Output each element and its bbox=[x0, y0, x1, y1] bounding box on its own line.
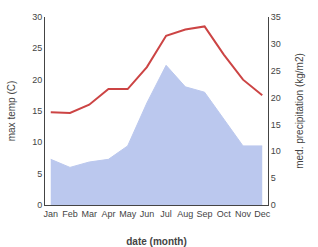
svg-text:10: 10 bbox=[271, 146, 281, 156]
svg-text:Oct: Oct bbox=[217, 209, 232, 219]
svg-text:Dec: Dec bbox=[254, 209, 271, 219]
svg-text:25: 25 bbox=[32, 43, 42, 53]
svg-text:20: 20 bbox=[271, 93, 281, 103]
svg-text:Jul: Jul bbox=[160, 209, 172, 219]
svg-text:Mar: Mar bbox=[81, 209, 97, 219]
svg-text:0: 0 bbox=[37, 200, 42, 210]
svg-text:0: 0 bbox=[271, 200, 276, 210]
svg-text:15: 15 bbox=[271, 120, 281, 130]
svg-text:Apr: Apr bbox=[101, 209, 115, 219]
svg-text:Aug: Aug bbox=[177, 209, 193, 219]
svg-text:5: 5 bbox=[37, 169, 42, 179]
svg-text:May: May bbox=[119, 209, 137, 219]
svg-text:Jun: Jun bbox=[140, 209, 155, 219]
svg-text:Sep: Sep bbox=[197, 209, 213, 219]
svg-text:35: 35 bbox=[271, 12, 281, 22]
svg-text:max temp (C): max temp (C) bbox=[6, 81, 17, 142]
svg-text:med. precipitation (kg/m2): med. precipitation (kg/m2) bbox=[294, 53, 305, 169]
svg-text:Nov: Nov bbox=[235, 209, 252, 219]
svg-text:Jan: Jan bbox=[44, 209, 59, 219]
svg-text:30: 30 bbox=[32, 12, 42, 22]
svg-text:date (month): date (month) bbox=[126, 236, 187, 247]
svg-text:15: 15 bbox=[32, 106, 42, 116]
svg-text:25: 25 bbox=[271, 66, 281, 76]
svg-text:Feb: Feb bbox=[62, 209, 78, 219]
svg-text:5: 5 bbox=[271, 173, 276, 183]
svg-text:20: 20 bbox=[32, 75, 42, 85]
svg-text:30: 30 bbox=[271, 39, 281, 49]
svg-text:10: 10 bbox=[32, 137, 42, 147]
